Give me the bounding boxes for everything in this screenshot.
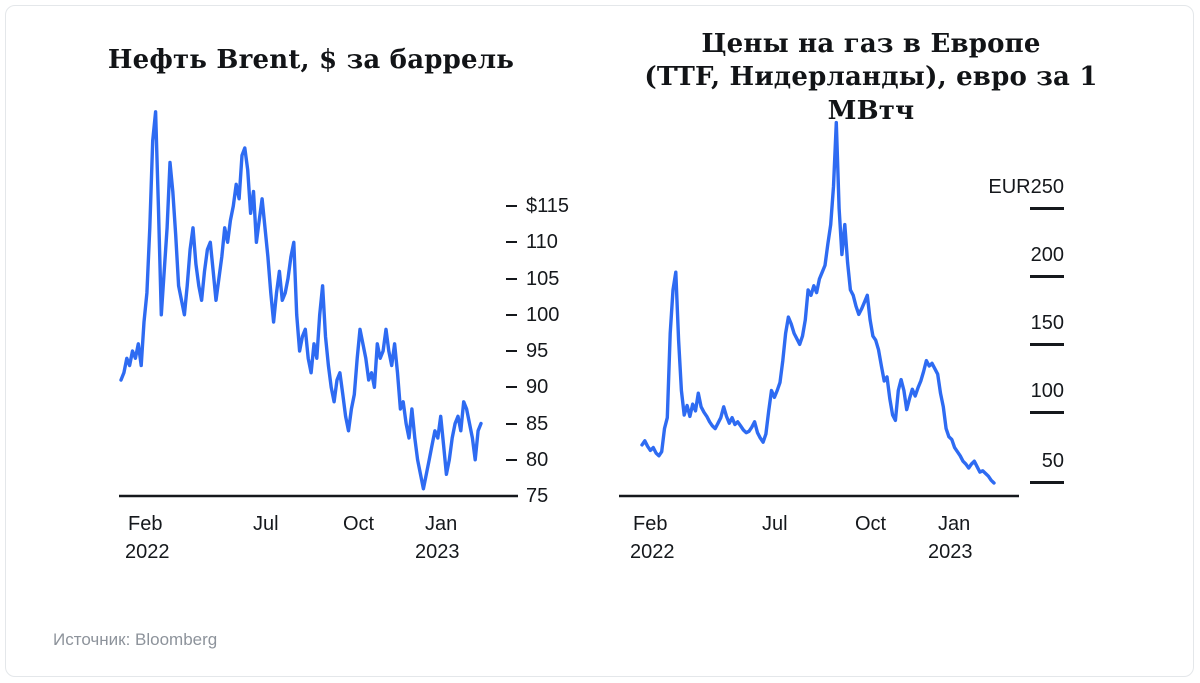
tick-dash-icon <box>506 423 517 425</box>
brent-x-year-2023: 2023 <box>415 541 460 563</box>
tick-dash-icon <box>1030 207 1064 210</box>
y-tick-label: 105 <box>526 267 560 290</box>
tick-dash-icon <box>506 205 517 207</box>
brent-y-tick: 110 <box>506 230 558 254</box>
brent-x-tick-oct: Oct <box>343 513 375 535</box>
tick-dash-icon <box>1030 275 1064 278</box>
tick-dash-icon <box>506 241 517 243</box>
y-tick-label: 110 <box>526 230 558 253</box>
tick-dash-icon <box>506 459 517 461</box>
y-tick-label: 95 <box>526 339 549 362</box>
gas-x-year-2022: 2022 <box>630 541 675 563</box>
tick-dash-icon <box>1030 481 1064 484</box>
gas-x-year-2023: 2023 <box>928 541 973 563</box>
y-tick-label: 85 <box>526 412 549 435</box>
tick-dash-icon <box>1030 411 1064 414</box>
brent-y-tick: 90 <box>506 375 548 399</box>
plot-surface <box>119 110 1019 498</box>
tick-dash-icon <box>506 278 517 280</box>
gas-y-tick-label: 50 <box>1041 450 1064 472</box>
gas-chart-title-line1: Цены на газ в Европе <box>701 29 1041 59</box>
brent-y-tick: $115 <box>506 194 569 218</box>
gas-chart-title-line2: (TTF, Нидерланды), евро за 1 МВтч <box>644 62 1098 126</box>
tick-dash-icon <box>506 386 517 388</box>
gas-y-tick-label: 200 <box>1030 244 1064 266</box>
source-credit: Источник: Bloomberg <box>53 630 218 649</box>
gas-x-tick-oct: Oct <box>855 513 887 535</box>
brent-y-tick: 75 <box>506 484 548 508</box>
tick-dash-icon <box>1030 343 1064 346</box>
gas-y-tick-label: 100 <box>1030 380 1064 402</box>
gas-price-line <box>640 120 996 485</box>
brent-y-tick: 95 <box>506 339 548 363</box>
y-tick-label: 80 <box>526 448 549 471</box>
gas-y-tick-label: EUR250 <box>988 176 1064 198</box>
brent-x-tick-feb: Feb <box>128 513 163 535</box>
brent-x-tick-jan: Jan <box>425 513 458 535</box>
chart-card: Нефть Brent, $ за баррель Цены на газ в … <box>5 5 1194 677</box>
y-tick-label: 90 <box>526 375 549 398</box>
tick-dash-icon <box>506 314 517 316</box>
brent-y-tick: 85 <box>506 412 548 436</box>
brent-y-tick: 80 <box>506 448 548 472</box>
gas-x-tick-feb: Feb <box>633 513 668 535</box>
y-tick-label: 75 <box>526 484 549 507</box>
y-tick-label: 100 <box>526 303 560 326</box>
brent-y-tick: 105 <box>506 267 559 291</box>
brent-x-year-2022: 2022 <box>125 541 170 563</box>
gas-chart-title: Цены на газ в Европе (TTF, Нидерланды), … <box>601 28 1141 128</box>
brent-chart-title: Нефть Brent, $ за баррель <box>107 45 515 75</box>
tick-dash-icon <box>506 350 517 352</box>
gas-y-tick-label: 150 <box>1030 312 1064 334</box>
gas-x-tick-jul: Jul <box>762 513 788 535</box>
brent-x-tick-jul: Jul <box>253 513 279 535</box>
brent-y-tick: 100 <box>506 303 559 327</box>
gas-x-tick-jan: Jan <box>938 513 971 535</box>
brent-price-line <box>119 110 483 491</box>
y-tick-label: $115 <box>526 194 570 217</box>
tick-dash-icon <box>506 495 517 497</box>
